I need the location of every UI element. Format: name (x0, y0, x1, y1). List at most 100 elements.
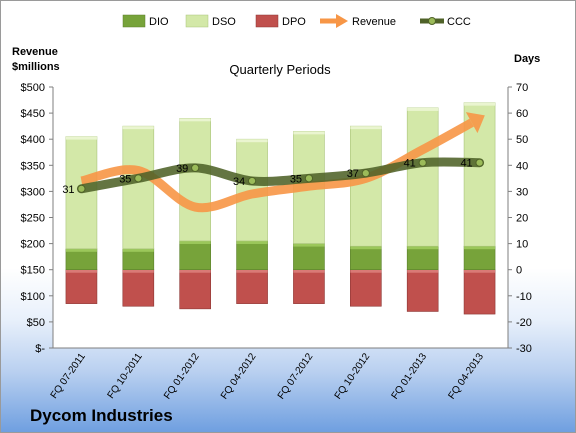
bar-dpo (293, 269, 325, 304)
legend-swatch-dpo (255, 14, 279, 28)
ccc-line (76, 157, 485, 194)
bar-dso-highlight (122, 126, 154, 130)
left-tick-label: $400 (21, 134, 45, 146)
legend-swatch-dio (122, 14, 146, 28)
right-tick-label: 10 (516, 239, 528, 251)
right-tick-label: -20 (516, 317, 532, 329)
right-tick-label: 30 (516, 186, 528, 198)
ccc-point (77, 184, 86, 193)
bar-dio-highlight (65, 248, 97, 252)
bar-dpo-highlight (350, 269, 382, 273)
x-tick-label: FQ 01-2012 (162, 351, 202, 401)
ccc-point (361, 169, 370, 178)
left-tick-label: $50 (27, 317, 45, 329)
bar-dpo-highlight (236, 269, 268, 273)
bar-dio-highlight (464, 246, 496, 250)
legend-swatch-revenue (320, 14, 348, 28)
ccc-data-label: 34 (233, 176, 245, 188)
bar-dso-highlight (293, 131, 325, 135)
left-tick-label: $150 (21, 265, 45, 277)
bar-dpo (350, 269, 382, 307)
legend-swatch-dso (185, 14, 209, 28)
bar-dio-highlight (407, 246, 439, 250)
right-tick-label: 20 (516, 213, 528, 225)
x-tick-label: FQ 10-2011 (106, 351, 145, 401)
right-axis-title: Days (514, 53, 540, 65)
bar-dpo (236, 269, 268, 304)
right-tick-label: -10 (516, 291, 532, 303)
right-tick-label: -30 (516, 343, 532, 355)
bar-dio (350, 245, 382, 271)
bar-dso (406, 107, 439, 247)
ccc-point (191, 163, 200, 173)
bar-dso (350, 125, 382, 247)
x-tick-label: FQ 04-2013 (446, 351, 486, 401)
left-axis-title-line2: $millions (12, 61, 60, 73)
right-tick-label: 60 (516, 108, 528, 120)
bar-dio (406, 245, 439, 271)
left-tick-label: $300 (21, 186, 45, 198)
bar-dso-highlight (236, 139, 268, 143)
bar-dso (122, 125, 155, 250)
ccc-point (134, 174, 143, 183)
bar-dpo (65, 269, 98, 304)
bar-dso-highlight (464, 102, 496, 106)
bar-dio-highlight (293, 243, 325, 247)
bar-dio (463, 245, 496, 271)
ccc-data-label: 35 (119, 173, 131, 185)
right-tick-label: 0 (516, 265, 522, 277)
ccc-series: 31 35 39 34 35 37 41 41 (62, 157, 485, 196)
bar-dio (236, 240, 268, 271)
right-tick-label: 70 (516, 82, 528, 94)
ccc-point (475, 158, 484, 167)
ccc-data-label: 31 (62, 184, 74, 196)
company-name: Dycom Industries (30, 406, 173, 425)
legend-label-revenue: Revenue (352, 16, 396, 28)
plot-area (53, 87, 508, 348)
left-tick-label: $- (35, 343, 45, 355)
x-tick-label: FQ 04-2012 (219, 351, 259, 401)
bar-dso-highlight (407, 107, 439, 111)
bar-dpo-highlight (122, 269, 154, 273)
left-axis-ticks: $- $50 $100 $150 $200 $250 $300 $350 $400 $450 $50… (21, 82, 53, 355)
right-axis-ticks: -30 -20 -10 0 10 20 30 40 50 60 70 (508, 82, 532, 355)
bar-dpo (406, 269, 439, 312)
x-tick-label: FQ 01-2013 (390, 351, 430, 401)
bar-dio-highlight (350, 246, 382, 250)
bar-dio (122, 248, 155, 271)
ccc-point (247, 176, 257, 186)
bar-dso-highlight (350, 126, 382, 130)
left-tick-label: $200 (21, 239, 45, 251)
bar-dio-highlight (122, 248, 154, 252)
left-tick-label: $100 (21, 291, 45, 303)
bar-dpo-highlight (293, 269, 325, 273)
bar-dio-highlight (236, 240, 268, 244)
ccc-data-label: 41 (404, 158, 416, 170)
legend-label-ccc: CCC (447, 16, 471, 28)
left-tick-label: $350 (21, 160, 45, 172)
revenue-arrowhead (465, 112, 485, 134)
x-tick-label: FQ 07-2011 (49, 351, 88, 401)
legend-swatch-ccc (420, 17, 444, 25)
ccc-point (304, 174, 314, 183)
right-tick-label: 50 (516, 134, 528, 146)
bar-dso (179, 118, 211, 242)
bar-dpo (122, 269, 155, 307)
left-tick-label: $250 (21, 213, 45, 225)
right-tick-label: 40 (516, 160, 528, 172)
x-axis-labels: FQ 07-2011 FQ 10-2011 FQ 01-2012 FQ 04-2012… (49, 351, 487, 401)
bar-dpo-highlight (407, 269, 439, 273)
bar-dpo-highlight (464, 269, 496, 273)
bar-dio (293, 243, 325, 271)
ccc-data-label: 37 (347, 168, 359, 180)
left-axis-title-line1: Revenue (12, 46, 58, 58)
left-tick-label: $450 (21, 108, 45, 120)
chart-title: Quarterly Periods (229, 62, 331, 77)
bar-dio (65, 248, 98, 271)
bar-dio-highlight (179, 240, 211, 244)
x-tick-label: FQ 07-2012 (276, 351, 316, 401)
ccc-data-label: 35 (290, 173, 302, 185)
bar-dpo-highlight (65, 269, 97, 273)
x-tick-label: FQ 10-2012 (333, 351, 373, 401)
